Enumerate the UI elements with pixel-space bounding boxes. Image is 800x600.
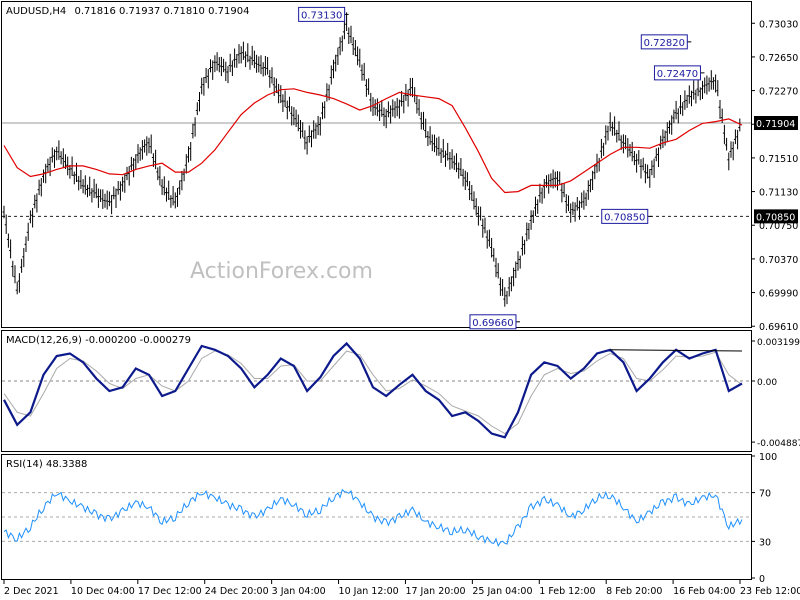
rsi-y-tick-label: 100: [759, 452, 777, 463]
annotation-box: [601, 208, 649, 224]
rsi-y-tick-label: 0: [759, 574, 765, 585]
macd-layer: [2, 341, 751, 439]
price-y-tick-label: 0.71130: [759, 188, 798, 199]
x-tick-label: 16 Feb 04:00: [673, 586, 735, 597]
annotation-box: [469, 314, 517, 330]
axis-layer: 0.730300.726500.722700.718900.715100.711…: [3, 19, 800, 597]
rsi-y-tick-label: 30: [759, 537, 771, 548]
rsi-panel-title: RSI(14) 48.3388: [6, 459, 87, 470]
price-layer: 0.73130 0.72470 0.72820 0.70850 0.69660: [2, 6, 751, 330]
x-tick-label: 25 Jan 04:00: [472, 586, 532, 597]
price-panel-title: AUDUSD,H4 0.71816 0.71937 0.71810 0.7190…: [6, 6, 249, 17]
macd-panel-frame: [1, 330, 752, 452]
price-y-tick-label: 0.70750: [759, 221, 798, 232]
price-y-tick-label: 0.70370: [759, 255, 798, 266]
ohlc-label: 0.71816 0.71937 0.71810 0.71904: [74, 6, 249, 17]
price-y-tick-label: 0.71510: [759, 154, 798, 165]
support-price-flag-box: [754, 209, 798, 224]
annotation-box: [298, 6, 346, 22]
macd-y-tick-label: -0.004887: [757, 439, 800, 449]
annotation-label: 0.69660: [472, 318, 513, 329]
macd-trendline: [610, 349, 743, 352]
x-tick-label: 10 Dec 04:00: [71, 586, 135, 597]
annotation-box: [640, 34, 688, 50]
macd-y-tick-label: 0.003199: [757, 338, 800, 348]
x-tick-label: 1 Feb 12:00: [539, 586, 595, 597]
x-tick-label: 23 Feb 12:00: [740, 586, 800, 597]
price-y-tick-label: 0.72270: [759, 87, 798, 98]
macd-y-tick-label: 0.00: [757, 378, 777, 388]
price-y-tick-label: 0.69610: [759, 322, 798, 333]
price-y-tick-label: 0.73030: [759, 19, 798, 30]
annotation-label: 0.70850: [604, 212, 645, 223]
price-panel-frame: [1, 1, 752, 328]
x-tick-label: 8 Feb 20:00: [606, 586, 662, 597]
price-y-tick-label: 0.72650: [759, 53, 798, 64]
moving-average-line: [3, 88, 743, 194]
x-tick-label: 10 Jan 12:00: [339, 586, 399, 597]
price-y-tick-label: 0.69990: [759, 289, 798, 300]
macd-panel-title: MACD(12,26,9) -0.000200 -0.000279: [6, 335, 191, 346]
x-tick-label: 3 Jan 04:00: [272, 586, 326, 597]
rsi-y-tick-label: 70: [759, 489, 771, 500]
watermark: ActionForex.com: [190, 259, 373, 284]
support-price-flag: 0.70850: [756, 212, 795, 223]
rsi-line: [3, 488, 743, 547]
x-tick-label: 17 Dec 12:00: [138, 586, 202, 597]
rsi-layer: [2, 488, 751, 547]
macd-line: [3, 341, 743, 439]
symbol-label: AUDUSD,H4: [6, 6, 66, 17]
current-price-flag-box: [754, 116, 798, 131]
annotation-box: [653, 65, 701, 81]
annotation-label: 0.73130: [301, 10, 342, 21]
annotation-label: 0.72470: [657, 69, 698, 80]
x-tick-label: 17 Jan 20:00: [405, 586, 465, 597]
current-price-flag: 0.71904: [756, 119, 795, 130]
annotation-label: 0.72820: [644, 38, 685, 49]
x-tick-label: 2 Dec 2021: [4, 586, 59, 597]
x-tick-label: 24 Dec 20:00: [205, 586, 269, 597]
